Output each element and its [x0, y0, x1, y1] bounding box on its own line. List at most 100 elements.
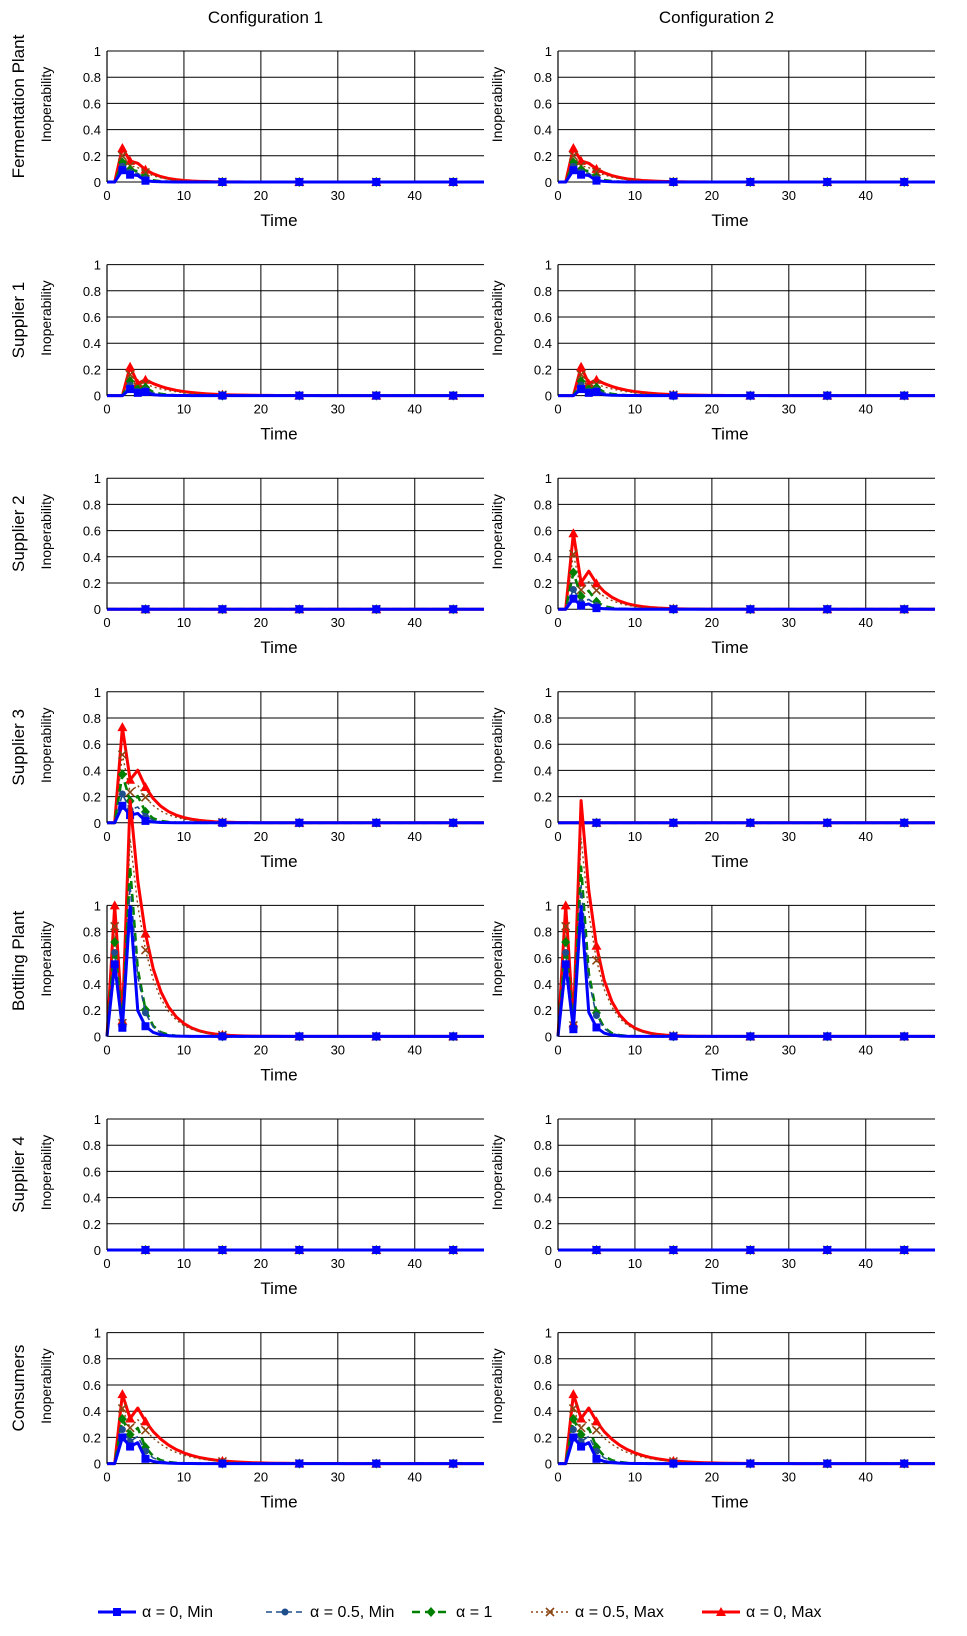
- subplot-5: 00.20.40.60.810 10 20 30 40TimeInoperability…: [9, 471, 484, 657]
- data-point-a0_max: [591, 374, 602, 384]
- x-tick-label: 30: [331, 1470, 345, 1485]
- data-point-a0_min: [141, 1022, 150, 1031]
- data-point-a0_min: [577, 170, 586, 179]
- x-tick-label: 30: [331, 829, 345, 844]
- y-tick-label: 0.8: [83, 711, 101, 726]
- y-tick-label: 0.6: [83, 96, 101, 111]
- data-point-a0_min: [669, 1459, 678, 1468]
- x-tick-label: 10: [177, 1256, 191, 1271]
- x-tick-label: 10: [177, 615, 191, 630]
- data-point-a0_max: [568, 142, 579, 152]
- x-axis-label: Time: [711, 425, 748, 444]
- y-tick-label: 0.8: [534, 497, 552, 512]
- legend-label: α = 0, Max: [746, 1604, 822, 1621]
- data-point-a0_min: [141, 176, 150, 185]
- y-tick-label: 0.6: [83, 1164, 101, 1179]
- y-tick-label: 0: [545, 1029, 552, 1044]
- data-point-a05_max: [561, 921, 571, 931]
- y-tick-label: 0: [545, 816, 552, 831]
- x-tick-label: 10: [628, 1256, 642, 1271]
- y-tick-label: 0.4: [83, 336, 101, 351]
- data-point-a05_min: [592, 1012, 600, 1020]
- series-line-a0_max: [558, 146, 935, 184]
- column-title: Configuration 1: [208, 8, 323, 27]
- data-point-a0_min: [295, 391, 304, 400]
- data-point-a1: [110, 937, 120, 948]
- y-axis-label: Inoperability: [38, 1135, 54, 1211]
- x-tick-label: 20: [705, 1470, 719, 1485]
- data-point-a0_min: [218, 1246, 227, 1254]
- data-point-a0_min: [669, 1032, 678, 1041]
- y-tick-label: 0: [545, 1457, 552, 1472]
- data-point-a0_min: [669, 1246, 678, 1254]
- y-tick-label: 0.6: [534, 1378, 552, 1393]
- data-point-a0_max: [117, 722, 128, 732]
- y-tick-label: 0.8: [83, 284, 101, 299]
- y-tick-label: 0.2: [534, 1003, 552, 1018]
- x-tick-label: 0: [103, 402, 110, 417]
- series-line-a1: [558, 571, 935, 611]
- y-tick-label: 0.2: [534, 576, 552, 591]
- y-tick-label: 0.2: [83, 1430, 101, 1445]
- x-tick-label: 30: [331, 402, 345, 417]
- x-tick-label: 30: [331, 615, 345, 630]
- y-axis-label: Inoperability: [489, 67, 505, 143]
- x-tick-label: 10: [177, 829, 191, 844]
- data-point-a0_min: [218, 391, 227, 400]
- y-axis-label: Inoperability: [38, 67, 54, 143]
- y-tick-label: 0: [94, 1243, 101, 1258]
- data-point-a0_max: [140, 928, 151, 938]
- series-line-a05_min: [107, 1428, 484, 1465]
- x-tick-label: 40: [859, 1256, 873, 1271]
- series-line-a0_max: [558, 365, 935, 398]
- x-axis-label: Time: [711, 852, 748, 871]
- y-tick-label: 0.4: [534, 123, 552, 138]
- data-point-a0_max: [576, 577, 587, 587]
- data-point-a0_min: [823, 391, 832, 400]
- data-point-a05_max: [117, 1404, 127, 1414]
- x-tick-label: 20: [705, 829, 719, 844]
- x-tick-label: 30: [782, 1470, 796, 1485]
- x-tick-label: 30: [782, 829, 796, 844]
- y-tick-label: 0.4: [534, 977, 552, 992]
- data-point-a0_min: [372, 605, 381, 614]
- data-point-a0_min: [584, 388, 593, 397]
- data-point-a05_max: [568, 151, 578, 161]
- x-tick-label: 10: [177, 188, 191, 203]
- data-point-a0_min: [449, 1246, 458, 1254]
- data-point-a05_max: [591, 955, 602, 965]
- legend-marker: [113, 1608, 121, 1616]
- x-tick-label: 40: [859, 188, 873, 203]
- data-point-a0_min: [295, 1459, 304, 1468]
- x-tick-label: 40: [408, 1470, 422, 1485]
- data-point-a0_min: [295, 605, 304, 614]
- x-axis-label: Time: [711, 638, 748, 657]
- x-axis-label: Time: [711, 1279, 748, 1298]
- data-point-a1: [117, 1414, 127, 1425]
- subplot-1: 00.20.40.60.810 10 20 30 40TimeInoperability…: [9, 34, 484, 230]
- y-tick-label: 0.4: [83, 550, 101, 565]
- x-tick-label: 10: [628, 829, 642, 844]
- data-point-a0_max: [560, 900, 571, 910]
- y-tick-label: 0.4: [534, 1404, 552, 1419]
- data-point-a0_min: [449, 605, 458, 614]
- data-point-a0_min: [592, 387, 601, 396]
- y-tick-label: 0.8: [83, 497, 101, 512]
- data-point-a05_min: [569, 586, 577, 594]
- data-point-a05_max: [576, 370, 586, 380]
- data-point-a0_min: [561, 960, 570, 969]
- data-point-a05_max: [110, 921, 120, 931]
- data-point-a0_min: [118, 166, 127, 175]
- row-title: Supplier 1: [9, 282, 28, 359]
- y-tick-label: 0.8: [83, 70, 101, 85]
- subplot-9: 00.20.40.60.810 10 20 30 40TimeInoperability…: [9, 799, 484, 1084]
- x-tick-label: 20: [705, 615, 719, 630]
- x-tick-label: 0: [103, 615, 110, 630]
- legend-label: α = 1: [456, 1604, 492, 1621]
- y-tick-label: 0.8: [534, 70, 552, 85]
- data-point-a0_min: [900, 818, 909, 827]
- row-title: Consumers: [9, 1345, 28, 1432]
- legend-marker: [426, 1607, 436, 1617]
